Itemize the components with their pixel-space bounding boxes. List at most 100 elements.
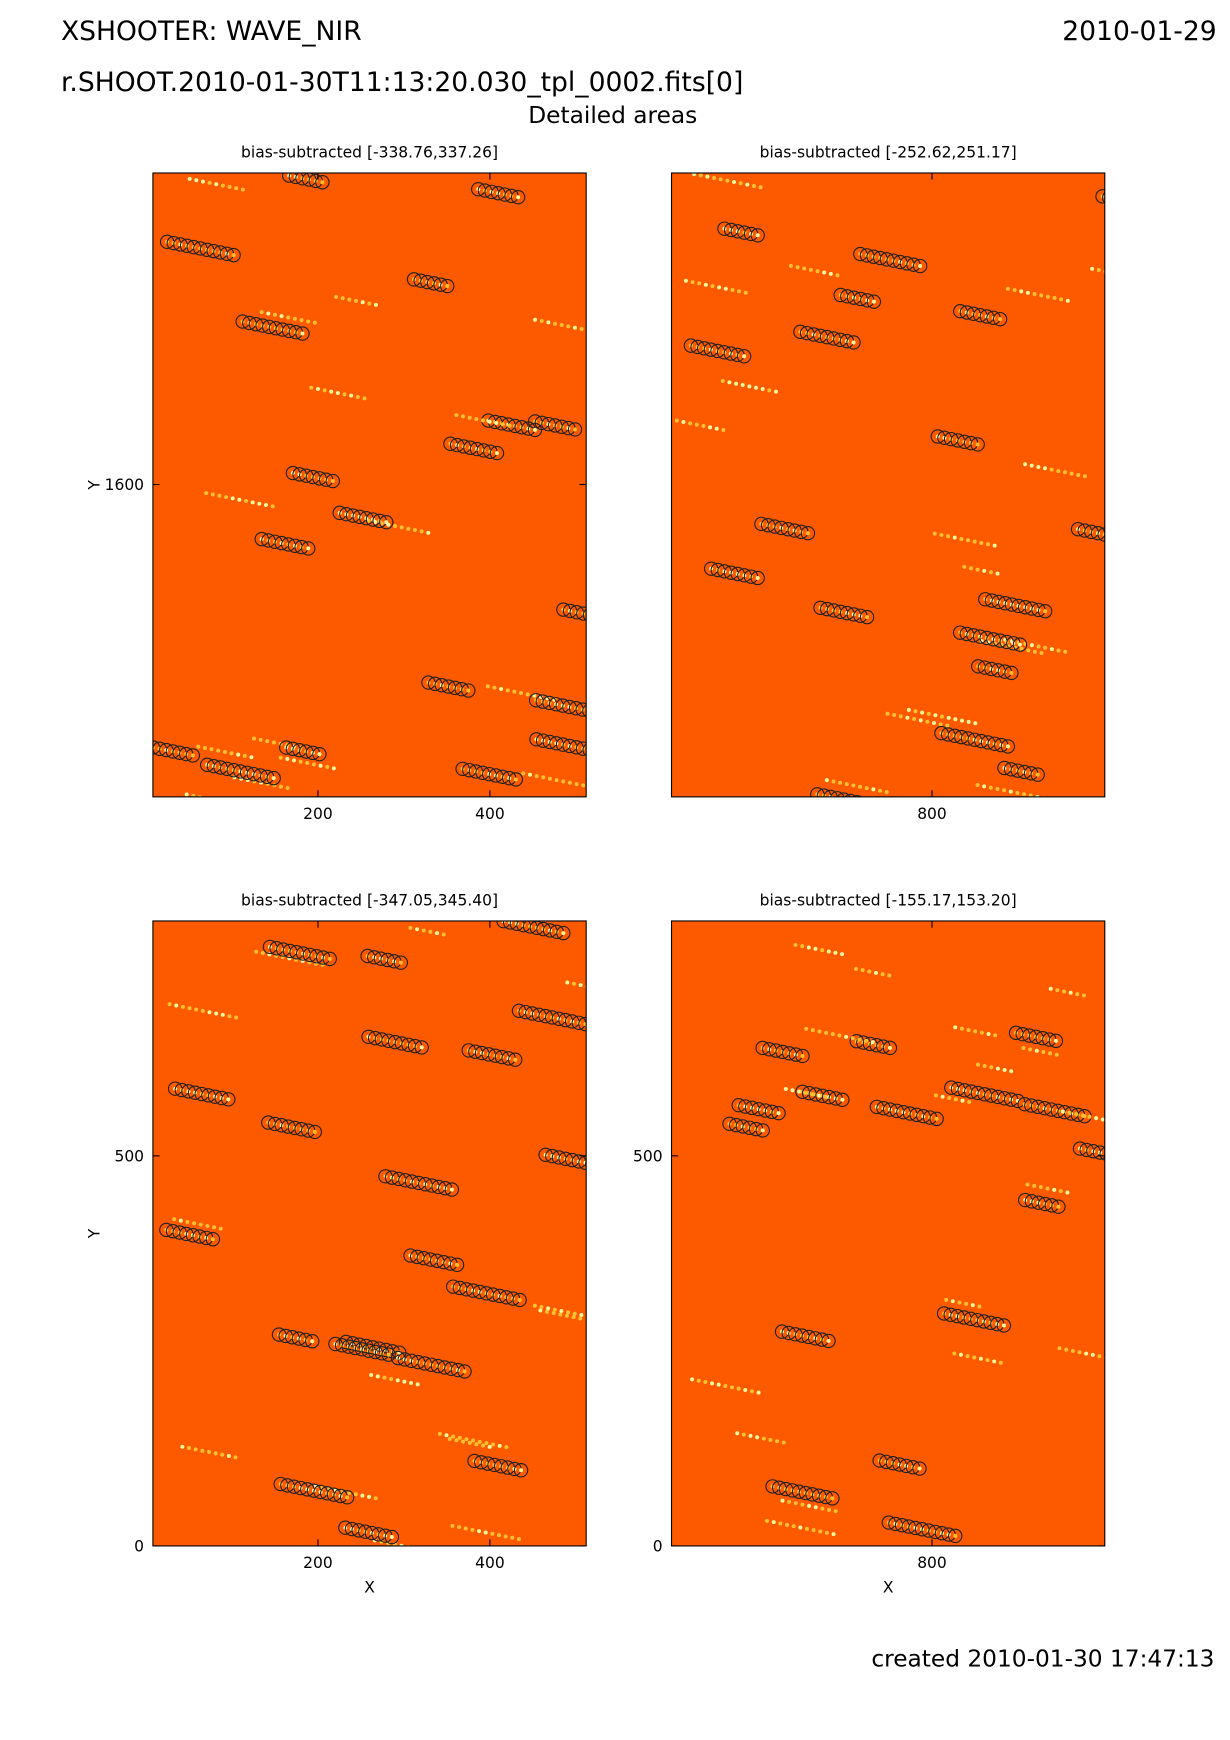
- line-dot: [701, 424, 706, 428]
- line-marker: [929, 1111, 944, 1127]
- line-dot: [735, 1431, 740, 1436]
- line-dot: [688, 421, 693, 426]
- line-dot: [200, 179, 205, 184]
- line-dot: [382, 1375, 387, 1380]
- line-dot: [444, 1433, 449, 1438]
- line-dot: [1043, 645, 1048, 650]
- line-marker: [449, 1257, 465, 1273]
- line-dot: [206, 1450, 211, 1455]
- line-dot: [932, 531, 937, 536]
- line-dot: [571, 981, 576, 986]
- line-dot: [1032, 292, 1037, 297]
- line-dot: [192, 1221, 197, 1226]
- line-dot: [851, 783, 856, 788]
- line-dot: [1090, 1352, 1095, 1357]
- line-dot: [174, 1003, 179, 1008]
- line-dot: [873, 970, 878, 975]
- line-dot: [798, 1525, 803, 1530]
- line-dot: [703, 1380, 708, 1385]
- x-tick-label: 400: [475, 805, 505, 823]
- line-marker: [1109, 192, 1122, 205]
- footer: created 2010-01-30 17:47:13: [871, 1646, 1214, 1673]
- line-dot: [1019, 289, 1024, 294]
- line-dot: [967, 1100, 972, 1105]
- line-dot: [952, 1351, 957, 1356]
- line-dot: [964, 1301, 969, 1306]
- line-dot: [507, 423, 512, 428]
- line-dot: [539, 1305, 544, 1310]
- line-marker: [837, 792, 851, 797]
- x-axis-label: X: [883, 1578, 894, 1596]
- line-dot: [198, 1222, 203, 1227]
- line-dot: [435, 931, 440, 936]
- line-dot: [1064, 1347, 1069, 1352]
- line-dot: [975, 567, 980, 572]
- line-dot: [968, 566, 973, 571]
- line-marker: [992, 311, 1008, 327]
- line-dot: [200, 1008, 205, 1013]
- line-dot: [258, 737, 263, 742]
- line-dot: [224, 495, 229, 500]
- line-marker: [821, 1333, 836, 1349]
- line-dot: [230, 496, 235, 501]
- line-dot: [1090, 266, 1095, 271]
- line-dot: [218, 1226, 223, 1231]
- line-dot: [399, 525, 404, 530]
- line-dot: [932, 721, 937, 726]
- line-dot: [187, 1446, 191, 1451]
- line-dot: [1029, 463, 1034, 468]
- line-dot: [227, 1014, 232, 1019]
- line-marker: [864, 798, 877, 811]
- line-dot: [441, 932, 446, 937]
- line-dot: [1067, 1110, 1072, 1115]
- line-dot: [957, 1300, 962, 1305]
- line-dot: [334, 294, 339, 299]
- line-dot: [1049, 647, 1054, 652]
- line-dot: [218, 799, 222, 803]
- line-dot: [270, 504, 275, 509]
- line-dot: [415, 927, 420, 932]
- line-dot: [953, 1025, 958, 1030]
- line-marker: [339, 1490, 355, 1505]
- line-dot: [995, 571, 1000, 576]
- line-dot: [517, 1297, 522, 1302]
- line-dot: [220, 1012, 225, 1017]
- line-dot: [824, 778, 829, 783]
- line-dot: [854, 966, 859, 971]
- line-dot: [322, 388, 327, 393]
- line-marker: [567, 422, 583, 437]
- line-dot: [756, 1390, 761, 1395]
- line-dot: [367, 301, 372, 306]
- line-dot: [220, 183, 225, 188]
- line-marker: [1012, 637, 1028, 652]
- line-dot: [783, 1086, 788, 1091]
- y-tick-label: 0: [653, 1537, 663, 1555]
- line-dot: [1080, 1113, 1085, 1118]
- line-marker: [1037, 604, 1053, 619]
- line-dot: [855, 800, 859, 804]
- line-dot: [360, 300, 365, 305]
- line-dot: [447, 1436, 452, 1441]
- line-dot: [1008, 789, 1013, 794]
- line-dot: [1025, 1182, 1030, 1187]
- line-dot: [725, 178, 730, 183]
- line-dot: [1059, 297, 1064, 302]
- line-marker: [576, 606, 587, 621]
- line-dot: [826, 949, 831, 954]
- line-dot: [315, 387, 320, 392]
- line-dot: [870, 1040, 875, 1045]
- y-tick-label: 0: [134, 1537, 144, 1555]
- line-dot: [716, 1382, 721, 1387]
- line-dot: [579, 1313, 584, 1318]
- line-dot: [581, 783, 586, 788]
- line-dot: [723, 1384, 728, 1388]
- line-dot: [1075, 992, 1080, 997]
- line-dot: [413, 1546, 417, 1550]
- line-dot: [237, 497, 242, 502]
- line-dot: [831, 779, 836, 784]
- line-dot: [1062, 989, 1066, 994]
- line-dot: [412, 528, 417, 533]
- line-dot: [331, 766, 336, 771]
- line-dot: [887, 973, 892, 978]
- line-dot: [310, 1339, 315, 1344]
